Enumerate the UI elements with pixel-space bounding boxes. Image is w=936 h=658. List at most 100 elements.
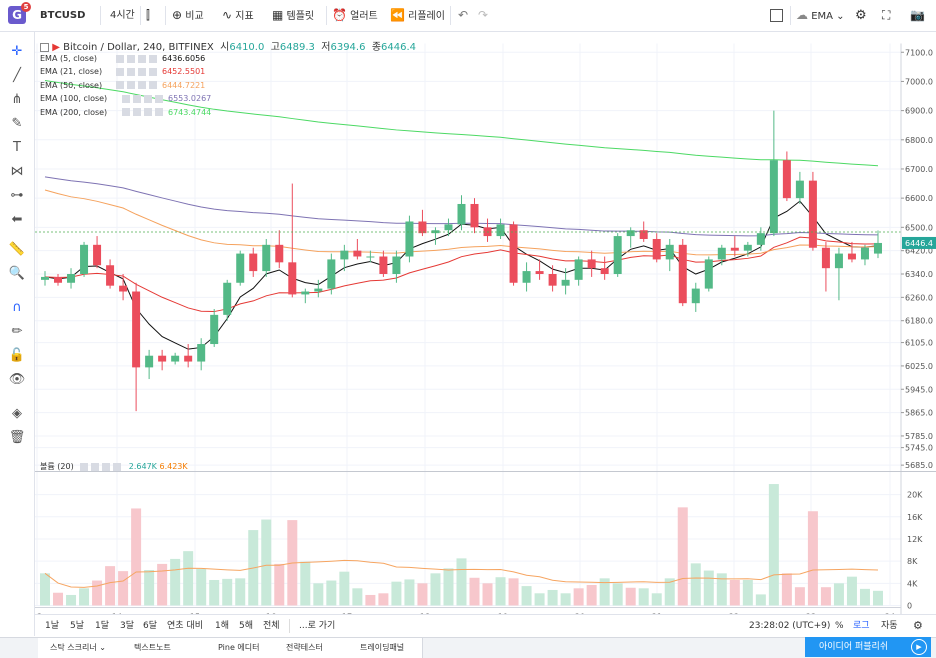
template-icon: ▦ <box>272 8 284 22</box>
tab-trading-panel[interactable]: 트레이딩패널 <box>348 638 423 658</box>
volume-bar <box>638 588 649 606</box>
layers-icon[interactable]: ◈ <box>12 406 22 421</box>
ema-legend-row[interactable]: EMA (200, close) 6743.4744 <box>40 107 212 117</box>
gear-icon[interactable]: ⚙ <box>855 8 867 23</box>
camera-icon[interactable]: 📷 <box>910 8 925 22</box>
symbol-title: Bitcoin / Dollar, 240, BITFINEX <box>63 42 214 53</box>
volume-bar <box>820 587 831 606</box>
unlock-icon[interactable]: 🔓 <box>8 348 26 363</box>
candle-body <box>301 291 310 295</box>
interval-select[interactable]: 4시간 <box>110 10 135 21</box>
trash-icon[interactable]: 🗑 <box>8 430 26 445</box>
last-price-label: 6446.4 <box>905 239 933 248</box>
publish-idea-button[interactable]: 아이디어 퍼블리쉬 ▶ <box>805 637 931 657</box>
drawing-toolbar: ✛ ╱ ⋔ ✎ T ⋈ ⊶ ⬅ 📏 🔍 ∩ ✏ 🔓 👁 ◈ 🗑 <box>0 32 35 636</box>
alert-button[interactable]: ⏰ 얼러트 <box>332 8 378 22</box>
pattern-icon[interactable]: ⋈ <box>10 164 24 179</box>
range-all[interactable]: 전체 <box>263 621 280 631</box>
candle-body <box>626 230 635 237</box>
tab-strategy-tester[interactable]: 전략테스터 <box>274 638 349 658</box>
high-label: 고 <box>270 42 280 53</box>
replay-button[interactable]: ⏪ 리플레이 <box>390 8 445 22</box>
eye-icon[interactable]: 👁 <box>8 372 26 387</box>
candle-body <box>366 256 375 258</box>
range-ytd[interactable]: 연초 대비 <box>167 621 203 631</box>
tab-stock-screener[interactable]: 스탁 스크리너 ⌄ <box>38 638 123 658</box>
price-tick-label: 5865.0 <box>905 409 933 418</box>
ema-legend-row[interactable]: EMA (5, close) 6436.6056 <box>40 54 206 63</box>
candle-body <box>782 160 791 199</box>
volume-bar <box>729 579 740 606</box>
range-1d[interactable]: 1날 <box>45 621 60 631</box>
volume-tick-label: 12K <box>907 535 923 544</box>
candle-body <box>691 288 700 304</box>
candles-icon[interactable]: ⫿ <box>146 8 150 22</box>
volume-bar <box>183 551 194 606</box>
square-icon[interactable] <box>770 0 783 31</box>
tab-text-notes[interactable]: 텍스트노트 <box>122 638 207 658</box>
candle-body <box>132 291 141 368</box>
price-tick-label: 6700.0 <box>905 165 933 174</box>
templates-button[interactable]: ▦ 템플릿 <box>272 8 315 22</box>
volume-ma-value: 6.423K <box>159 462 188 471</box>
price-tick-label: 6420.0 <box>905 247 933 256</box>
range-5d[interactable]: 5날 <box>70 621 85 631</box>
candle-body <box>158 355 167 362</box>
redo-icon[interactable]: ↷ <box>478 8 489 22</box>
candle-body <box>184 355 193 362</box>
volume-bar <box>261 519 272 606</box>
range-1m[interactable]: 1달 <box>95 621 110 631</box>
fullscreen-icon[interactable]: ⛶ <box>882 8 891 22</box>
range-6m[interactable]: 6달 <box>143 621 158 631</box>
candle-body <box>821 247 830 269</box>
candle-body <box>405 221 414 257</box>
goto-date-button[interactable]: ...로 가기 <box>299 621 336 631</box>
log-toggle[interactable]: 로그 <box>853 621 870 631</box>
symbol-search[interactable]: BTCUSD <box>40 10 86 21</box>
trendline-icon[interactable]: ╱ <box>13 68 21 83</box>
volume-bar <box>417 583 428 606</box>
volume-bar <box>196 568 207 606</box>
candle-body <box>535 271 544 275</box>
tab-pine-editor[interactable]: Pine 에디터 <box>206 638 275 658</box>
volume-bar <box>92 580 103 606</box>
ema-legend-row[interactable]: EMA (21, close) 6452.5501 <box>40 67 206 77</box>
candle-body <box>652 238 661 260</box>
chart-grid <box>35 43 901 606</box>
ruler-icon[interactable]: 📏 <box>8 242 26 257</box>
range-3m[interactable]: 3달 <box>120 621 135 631</box>
volume-bar <box>690 563 701 606</box>
prediction-icon[interactable]: ⊶ <box>10 188 24 203</box>
back-arrow-icon[interactable]: ⬅ <box>11 212 23 227</box>
undo-icon[interactable]: ↶ <box>458 8 469 22</box>
clock-display[interactable]: 23:28:02 (UTC+9) <box>749 621 831 631</box>
candle-body <box>574 259 583 280</box>
scale-gear-icon[interactable]: ⚙ <box>913 619 923 632</box>
percent-toggle[interactable]: % <box>835 621 844 631</box>
candle-body <box>496 224 505 237</box>
candle-body <box>392 256 401 275</box>
brush-icon[interactable]: ✎ <box>11 116 23 131</box>
auto-toggle[interactable]: 자동 <box>881 621 898 631</box>
compare-button[interactable]: ⊕ 비교 <box>172 8 204 22</box>
text-icon[interactable]: T <box>13 140 21 155</box>
range-5y[interactable]: 5해 <box>239 621 254 631</box>
ema-legend-row[interactable]: EMA (50, close) 6444.7221 <box>40 80 206 90</box>
volume-bar <box>768 484 779 606</box>
magnet-icon[interactable]: ∩ <box>12 300 22 315</box>
indicators-button[interactable]: ∿ 지표 <box>222 8 254 22</box>
candle-body <box>613 236 622 275</box>
lock-drawing-icon[interactable]: ✏ <box>11 324 23 339</box>
crosshair-icon[interactable]: ✛ <box>11 44 23 59</box>
zoom-icon[interactable]: 🔍 <box>8 266 26 281</box>
price-tick-label: 6260.0 <box>905 293 933 302</box>
candle-body <box>834 253 843 269</box>
range-1y[interactable]: 1해 <box>215 621 230 631</box>
price-chart[interactable]: 7100.0 7000.0 6900.0 6800.0 6700.0 6600.0 6500… <box>35 32 936 637</box>
collapse-icon[interactable] <box>40 42 49 52</box>
ema-legend-row[interactable]: EMA (100, close) 6553.0267 <box>40 94 212 104</box>
cloud-layout-button[interactable]: ☁ EMA ⌄ <box>796 8 845 22</box>
pitchfork-icon[interactable]: ⋔ <box>11 92 23 107</box>
